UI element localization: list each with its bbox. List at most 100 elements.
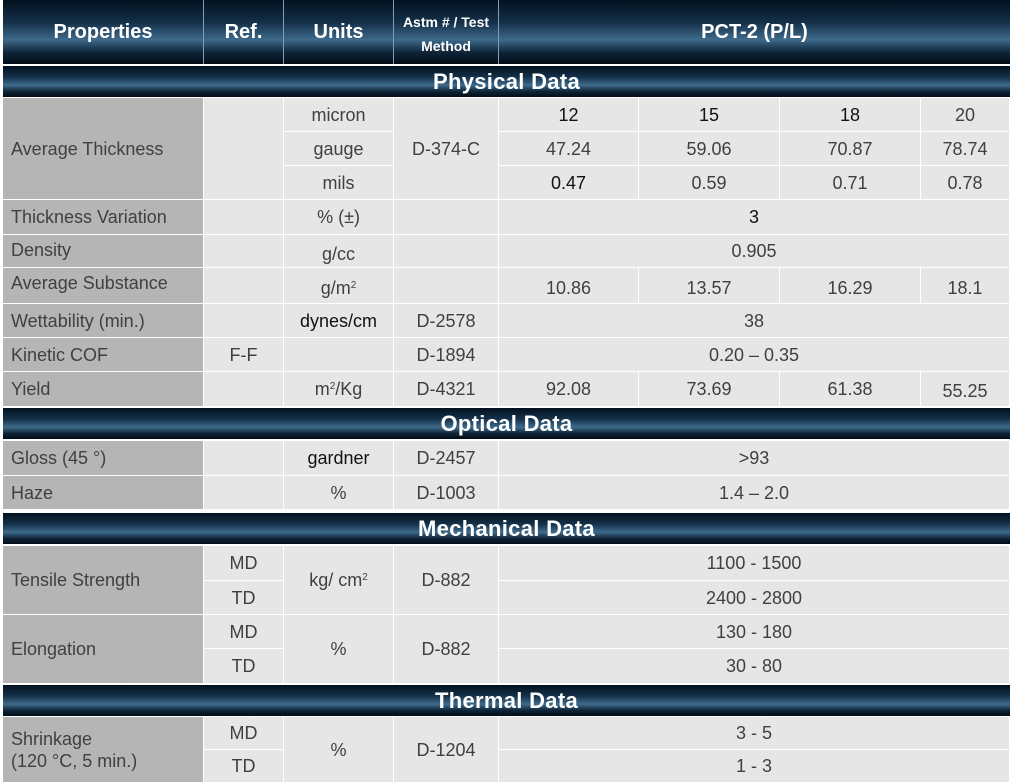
micron-value-1: 12 <box>499 98 639 132</box>
section-mechanical-data: Mechanical Data <box>3 513 1010 544</box>
gloss-unit: gardner <box>284 441 394 476</box>
kinetic-cof-method: D-1894 <box>394 338 499 372</box>
properties-table: Properties Ref. Units Astm # / Test Meth… <box>3 0 1010 783</box>
avg-substance-label: Average Substance <box>3 268 204 304</box>
yield-unit-tail: /Kg <box>335 379 363 399</box>
avg-thickness-method: D-374-C <box>394 98 499 200</box>
elongation-td-ref: TD <box>204 649 284 684</box>
elongation-unit: % <box>284 615 394 684</box>
yield-value-4: 55.25 <box>921 372 1010 407</box>
mils-value-3: 0.71 <box>780 166 921 200</box>
tensile-md-value: 1100 - 1500 <box>499 546 1010 581</box>
elongation-method: D-882 <box>394 615 499 684</box>
shrinkage-td-ref: TD <box>204 750 284 783</box>
shrinkage-label: Shrinkage (120 °C, 5 min.) <box>3 717 204 783</box>
section-thermal-data: Thermal Data <box>3 685 1010 716</box>
yield-unit-base: m <box>314 379 330 399</box>
avg-substance-method <box>394 268 499 304</box>
yield-label: Yield <box>3 372 204 407</box>
avg-substance-value-1: 10.86 <box>499 268 639 304</box>
shrinkage-unit: % <box>284 717 394 783</box>
elongation-td-value: 30 - 80 <box>499 649 1010 684</box>
density-label: Density <box>3 235 204 268</box>
kinetic-cof-label: Kinetic COF <box>3 338 204 372</box>
avg-substance-value-4: 18.1 <box>921 268 1010 304</box>
yield-method: D-4321 <box>394 372 499 407</box>
yield-value-1: 92.08 <box>499 372 639 407</box>
yield-unit: m 2/Kg <box>284 372 394 407</box>
wettability-label: Wettability (min.) <box>3 304 204 338</box>
section-optical-data: Optical Data <box>3 408 1010 439</box>
avg-thickness-label: Average Thickness <box>3 98 204 200</box>
shrinkage-method: D-1204 <box>394 717 499 783</box>
thickness-variation-value: 3 <box>499 200 1010 235</box>
header-properties: Properties <box>3 0 204 64</box>
haze-ref <box>204 476 284 510</box>
section-physical-data: Physical Data <box>3 66 1010 97</box>
avg-substance-ref <box>204 268 284 304</box>
gloss-method: D-2457 <box>394 441 499 476</box>
elongation-md-value: 130 - 180 <box>499 615 1010 649</box>
density-ref <box>204 235 284 268</box>
header-astm-line1: Astm # / Test <box>402 14 490 30</box>
unit-gauge: gauge <box>284 132 394 166</box>
avg-substance-value-2: 13.57 <box>639 268 780 304</box>
haze-method: D-1003 <box>394 476 499 510</box>
gauge-value-3: 70.87 <box>780 132 921 166</box>
header-units: Units <box>284 0 394 64</box>
shrinkage-md-ref: MD <box>204 717 284 750</box>
unit-mils: mils <box>284 166 394 200</box>
density-method <box>394 235 499 268</box>
micron-value-4: 20 <box>921 98 1010 132</box>
yield-value-2: 73.69 <box>639 372 780 407</box>
micron-value-3: 18 <box>780 98 921 132</box>
avg-substance-unit-sup: 2 <box>350 280 357 291</box>
micron-value-2: 15 <box>639 98 780 132</box>
thickness-variation-method <box>394 200 499 235</box>
wettability-method: D-2578 <box>394 304 499 338</box>
tensile-td-ref: TD <box>204 581 284 615</box>
haze-value: 1.4 – 2.0 <box>499 476 1010 510</box>
avg-substance-unit: g/m 2 <box>284 268 394 304</box>
header-product: PCT-2 (P/L) <box>701 20 808 43</box>
wettability-unit: dynes/cm <box>284 304 394 338</box>
avg-thickness-ref <box>204 98 284 200</box>
thickness-variation-unit: % (±) <box>284 200 394 235</box>
thickness-variation-label: Thickness Variation <box>3 200 204 235</box>
gloss-ref <box>204 441 284 476</box>
haze-unit: % <box>284 476 394 510</box>
shrinkage-label-line2: (120 °C, 5 min.) <box>11 750 138 771</box>
shrinkage-label-line1: Shrinkage <box>11 728 93 749</box>
yield-ref <box>204 372 284 407</box>
haze-label: Haze <box>3 476 204 510</box>
tensile-md-ref: MD <box>204 546 284 581</box>
header-ref: Ref. <box>204 0 284 64</box>
tensile-method: D-882 <box>394 546 499 615</box>
shrinkage-md-value: 3 - 5 <box>499 717 1010 750</box>
table-header: Properties Ref. Units Astm # / Test Meth… <box>3 0 1010 64</box>
density-value: 0.905 <box>499 235 1010 268</box>
mils-value-4: 0.78 <box>921 166 1010 200</box>
gloss-label: Gloss (45 °) <box>3 441 204 476</box>
tensile-unit-base: kg/ cm <box>309 570 363 590</box>
gloss-value: >93 <box>499 441 1010 476</box>
yield-value-3: 61.38 <box>780 372 921 407</box>
gauge-value-2: 59.06 <box>639 132 780 166</box>
kinetic-cof-value: 0.20 – 0.35 <box>499 338 1010 372</box>
tensile-unit: kg/ cm 2 <box>284 546 394 615</box>
mils-value-1: 0.47 <box>499 166 639 200</box>
kinetic-cof-ref: F-F <box>204 338 284 372</box>
yield-unit-sup: 2 <box>329 381 336 392</box>
tensile-label: Tensile Strength <box>3 546 204 615</box>
header-astm-line2: Method <box>421 38 471 54</box>
kinetic-cof-unit <box>284 338 394 372</box>
density-unit: g/cc <box>284 235 394 268</box>
elongation-md-ref: MD <box>204 615 284 649</box>
avg-substance-unit-base: g/m <box>320 278 351 298</box>
tensile-unit-sup: 2 <box>362 572 368 583</box>
mils-value-2: 0.59 <box>639 166 780 200</box>
wettability-ref <box>204 304 284 338</box>
elongation-label: Elongation <box>3 615 204 684</box>
tensile-td-value: 2400 - 2800 <box>499 581 1010 615</box>
wettability-value: 38 <box>499 304 1010 338</box>
